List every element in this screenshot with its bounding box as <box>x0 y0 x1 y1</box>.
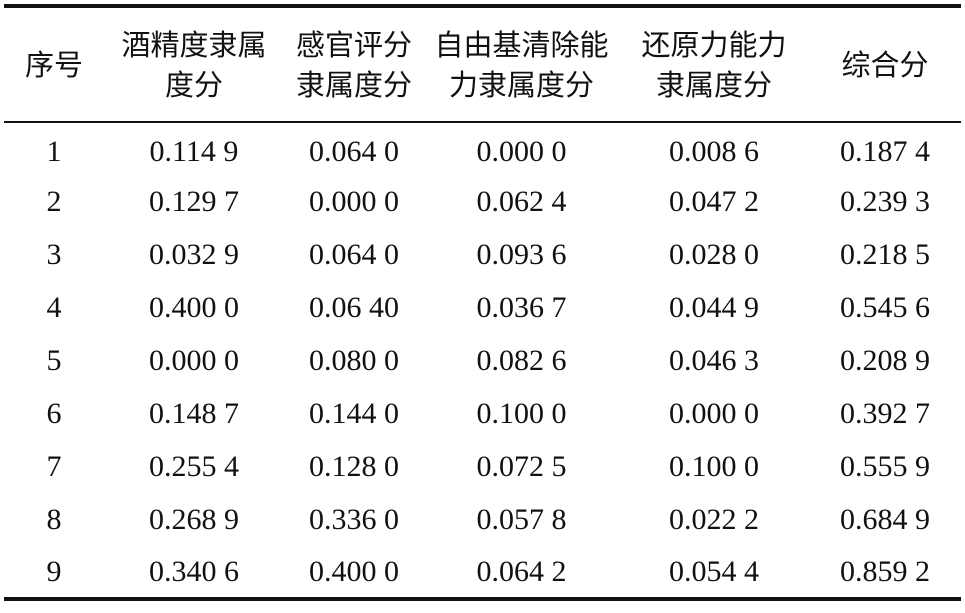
table-cell: 0.555 9 <box>840 449 930 483</box>
table-cell: 9 <box>4 546 104 601</box>
table-cell: 0.064 0 <box>309 135 399 168</box>
header-cell-alcohol: 酒精度隶属 度分 <box>104 4 284 123</box>
table-cell: 6 <box>46 396 62 430</box>
table-cell: 0.044 9 <box>669 290 759 324</box>
table-cell: 0.268 9 <box>149 502 239 536</box>
table-row: 7 0.255 4 0.128 0 0.072 5 0.100 0 0.555 … <box>4 440 961 493</box>
table-cell: 3 <box>46 237 62 271</box>
table-cell: 0.208 9 <box>840 343 930 377</box>
table-cell: 0.064 2 <box>424 546 619 601</box>
table-cell: 0.340 6 <box>104 546 284 601</box>
header-line: 还原力能力 <box>641 27 787 62</box>
table-cell: 0.036 7 <box>476 290 567 324</box>
table-row: 4 0.400 0 0.06 40 0.036 7 0.044 9 0.545 … <box>4 281 961 334</box>
table-cell: 0.082 6 <box>476 343 567 377</box>
table-cell: 0.000 0 <box>476 135 567 168</box>
header-cell-radical: 自由基清除能 力隶属度分 <box>424 4 619 123</box>
table-cell: 0.06 40 <box>309 290 399 324</box>
table-row: 5 0.000 0 0.080 0 0.082 6 0.046 3 0.208 … <box>4 334 961 387</box>
header-line: 综合分 <box>841 47 929 82</box>
table-cell: 0.054 4 <box>619 546 809 601</box>
table-cell: 0.000 0 <box>149 343 239 377</box>
table-cell: 0.218 5 <box>840 237 930 271</box>
table-cell: 5 <box>46 343 62 377</box>
table-cell: 0.080 0 <box>309 343 399 377</box>
header-line: 度分 <box>164 67 223 102</box>
table-cell: 7 <box>46 449 62 483</box>
table-cell: 0.114 9 <box>149 135 239 168</box>
table-cell: 0.336 0 <box>309 502 399 536</box>
data-table-container: 序号 酒精度隶属 度分 感官评分 隶属度分 自由基清除能 力隶属度分 还原力能力… <box>4 4 961 601</box>
header-line: 酒精度隶属 <box>121 27 267 62</box>
table-cell: 0.255 4 <box>149 449 239 483</box>
table-cell: 0.859 2 <box>809 546 961 601</box>
table-cell: 0.100 0 <box>476 396 567 430</box>
table-cell: 8 <box>46 502 62 536</box>
table-row: 1 0.114 9 0.064 0 0.000 0 0.008 6 0.187 … <box>4 122 961 175</box>
table-cell: 0.100 0 <box>669 449 759 483</box>
header-cell-reducing: 还原力能力 隶属度分 <box>619 4 809 123</box>
table-header-row: 序号 酒精度隶属 度分 感官评分 隶属度分 自由基清除能 力隶属度分 还原力能力… <box>4 4 961 123</box>
table-cell: 0.545 6 <box>840 290 930 324</box>
table-row: 2 0.129 7 0.000 0 0.062 4 0.047 2 0.239 … <box>4 175 961 228</box>
table-cell: 0.064 0 <box>309 237 399 271</box>
table-cell: 0.129 7 <box>149 184 239 218</box>
header-line: 力隶属度分 <box>448 67 594 102</box>
table-cell: 0.400 0 <box>149 290 239 324</box>
table-cell: 0.684 9 <box>840 502 930 536</box>
header-line: 隶属度分 <box>295 67 412 102</box>
header-cell-index: 序号 <box>4 4 104 123</box>
table-cell: 0.046 3 <box>669 343 759 377</box>
header-line: 自由基清除能 <box>434 27 609 62</box>
table-cell: 0.072 5 <box>476 449 567 483</box>
table-row: 6 0.148 7 0.144 0 0.100 0 0.000 0 0.392 … <box>4 387 961 440</box>
header-line: 感官评分 <box>295 27 412 62</box>
table-cell: 0.057 8 <box>476 502 567 536</box>
header-line: 隶属度分 <box>655 67 772 102</box>
table-cell: 0.000 0 <box>669 396 759 430</box>
table-cell: 0.144 0 <box>309 396 399 430</box>
header-line: 序号 <box>24 47 83 82</box>
table-cell: 1 <box>46 135 62 168</box>
header-cell-sensory: 感官评分 隶属度分 <box>284 4 424 123</box>
table-cell: 0.093 6 <box>476 237 567 271</box>
table-cell: 0.022 2 <box>669 502 759 536</box>
table-cell: 0.128 0 <box>309 449 399 483</box>
table-row: 9 0.340 6 0.400 0 0.064 2 0.054 4 0.859 … <box>4 546 961 601</box>
table-cell: 0.008 6 <box>669 135 759 168</box>
table-cell: 4 <box>46 290 62 324</box>
table-cell: 2 <box>46 184 62 218</box>
table-row: 3 0.032 9 0.064 0 0.093 6 0.028 0 0.218 … <box>4 228 961 281</box>
table-cell: 0.239 3 <box>840 184 930 218</box>
data-table: 序号 酒精度隶属 度分 感官评分 隶属度分 自由基清除能 力隶属度分 还原力能力… <box>4 4 961 601</box>
table-cell: 0.000 0 <box>309 184 399 218</box>
table-cell: 0.062 4 <box>476 184 567 218</box>
table-cell: 0.187 4 <box>840 135 930 168</box>
table-row: 8 0.268 9 0.336 0 0.057 8 0.022 2 0.684 … <box>4 493 961 546</box>
table-cell: 0.392 7 <box>840 396 930 430</box>
table-cell: 0.400 0 <box>284 546 424 601</box>
table-cell: 0.047 2 <box>669 184 759 218</box>
table-cell: 0.032 9 <box>149 237 239 271</box>
table-cell: 0.148 7 <box>149 396 239 430</box>
table-cell: 0.028 0 <box>669 237 759 271</box>
header-cell-total: 综合分 <box>809 4 961 123</box>
